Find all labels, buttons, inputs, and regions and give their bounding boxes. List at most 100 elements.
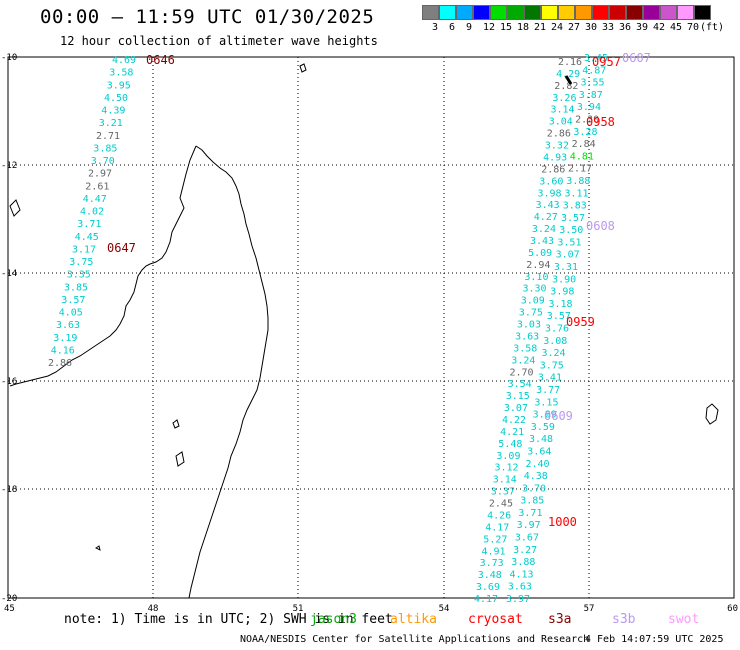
west-track-value: 3.71	[77, 219, 101, 230]
scale-swatch	[490, 5, 507, 20]
scale-swatch	[592, 5, 609, 20]
lat-tick-label: -16	[1, 377, 17, 387]
lat-tick-label: -14	[1, 269, 17, 279]
east-track-b-value: 3.28	[573, 127, 597, 138]
east-track-a-value: 4.21	[500, 427, 524, 438]
scale-label: 70	[687, 22, 700, 33]
west-track-value: 4.16	[51, 345, 75, 356]
scale-swatch	[473, 5, 490, 20]
west-track-value: 3.75	[69, 257, 93, 268]
east-track-b-value: 3.70	[522, 483, 546, 494]
east-track-b-value: 3.31	[554, 262, 578, 273]
east-track-b-value: 4.13	[510, 569, 534, 580]
track-start-marker	[564, 75, 573, 85]
scale-swatch	[507, 5, 524, 20]
east-track-b-value: 2.17	[568, 164, 592, 175]
east-track-a-value: 2.86	[541, 164, 565, 175]
longitude-labels: 45 48 51 54 57 60	[4, 604, 738, 614]
east-track-b-value: 3.98	[550, 287, 574, 298]
scale-label: 39	[636, 22, 649, 33]
east-track-a-value: 3.26	[552, 93, 576, 104]
east-track-b-value: 3.97	[517, 520, 541, 531]
west-track-value: 2.71	[96, 131, 120, 142]
east-track-a-value: 2.16	[558, 57, 582, 68]
scale-swatch	[575, 5, 592, 20]
lat-tick-label: -18	[1, 485, 17, 495]
scale-label: 30	[585, 22, 598, 33]
east-track-a-value: 3.12	[495, 463, 519, 474]
pass-time-label: 0607	[622, 51, 651, 65]
coastline	[9, 63, 719, 599]
madagascar-coastline	[188, 145, 269, 599]
east-track-b-value: 3.24	[542, 348, 566, 359]
altimeter-tracks: 4.693.583.954.504.393.212.713.853.702.97…	[48, 53, 608, 605]
pass-time-labels: 0646 0647 0957 0607 0958 0608 0959 0609 1000	[107, 51, 651, 529]
pass-time-label: 0608	[586, 219, 615, 233]
east-track-b-value: 3.88	[511, 557, 535, 568]
west-track-value: 3.58	[109, 68, 133, 79]
pass-time-label: 0957	[592, 55, 621, 69]
lat-tick-label: -20	[1, 594, 17, 604]
east-track-b-value: 2.40	[526, 459, 550, 470]
scale-unit: (ft)	[700, 22, 725, 33]
page-subtitle: 12 hour collection of altimeter wave hei…	[60, 34, 378, 48]
west-track-value: 3.95	[107, 80, 131, 91]
east-track-b-value: 3.90	[552, 274, 576, 285]
satellite-legend-altika: altika	[390, 612, 437, 627]
scale-label: 27	[568, 22, 581, 33]
east-track-a-value: 4.91	[482, 546, 506, 557]
east-track-a-value: 4.17	[485, 522, 509, 533]
east-track-a-value: 4.26	[487, 511, 511, 522]
west-track-value: 3.70	[91, 156, 115, 167]
lat-tick-label: -10	[1, 53, 17, 63]
east-track-b-value: 3.41	[538, 373, 562, 384]
satellite-legend-cryosat: cryosat	[468, 612, 523, 627]
east-track-a-value: 3.09	[521, 296, 545, 307]
east-track-a-value: 4.29	[556, 69, 580, 80]
east-track-a-value: 2.82	[554, 81, 578, 92]
east-track-b-value: 3.97	[506, 594, 530, 605]
scale-label: 33	[602, 22, 615, 33]
east-track-a-value: 5.48	[498, 439, 522, 450]
scale-label: 6	[449, 22, 456, 33]
west-track-value: 3.57	[61, 295, 85, 306]
west-track-value: 3.21	[99, 118, 123, 129]
satellite-legend-s3a: s3a	[548, 612, 572, 627]
islet-south-2	[172, 419, 180, 429]
east-track-b-value: 3.83	[563, 201, 587, 212]
east-track-a-value: 4.22	[502, 415, 526, 426]
satellite-legend-swot: swot	[668, 612, 700, 627]
east-track-a-value: 3.24	[532, 224, 556, 235]
east-track-a-value: 3.14	[551, 105, 575, 116]
scale-swatch	[609, 5, 626, 20]
west-track-value: 4.05	[59, 308, 83, 319]
east-track-b-value: 3.71	[518, 508, 542, 519]
lon-tick-label: 57	[584, 604, 595, 614]
east-track-a-value: 3.30	[523, 284, 547, 295]
lon-tick-label: 51	[293, 604, 304, 614]
page-title: 00:00 — 11:59 UTC 01/30/2025	[40, 6, 375, 28]
east-track-a-value: 3.32	[545, 141, 569, 152]
east-track-a-value: 3.14	[493, 475, 517, 486]
scale-label: 42	[653, 22, 666, 33]
east-track-a-value: 3.63	[515, 332, 539, 343]
west-track-value: 4.02	[80, 207, 104, 218]
east-track-a-value: 5.27	[483, 534, 507, 545]
east-track-a-value: 2.86	[547, 129, 571, 140]
east-track-b-value: 4.81	[570, 151, 594, 162]
east-track-b-value: 3.59	[531, 422, 555, 433]
pass-time-label: 0959	[566, 315, 595, 329]
east-track-a-value: 3.09	[496, 451, 520, 462]
scale-swatch	[558, 5, 575, 20]
east-track-a-value: 2.94	[526, 260, 550, 271]
scale-swatch	[677, 5, 694, 20]
east-track-b-value: 3.07	[556, 250, 580, 261]
latitude-labels: -10 -12 -14 -16 -18 -20	[1, 53, 17, 604]
west-track-value: 4.47	[83, 194, 107, 205]
east-track-b-value: 3.57	[547, 311, 571, 322]
scale-label: 24	[551, 22, 564, 33]
scale-swatch	[694, 5, 711, 20]
east-track-a-value: 3.07	[504, 403, 528, 414]
east-track-b-value: 4.38	[524, 471, 548, 482]
west-track-value: 3.85	[93, 143, 117, 154]
